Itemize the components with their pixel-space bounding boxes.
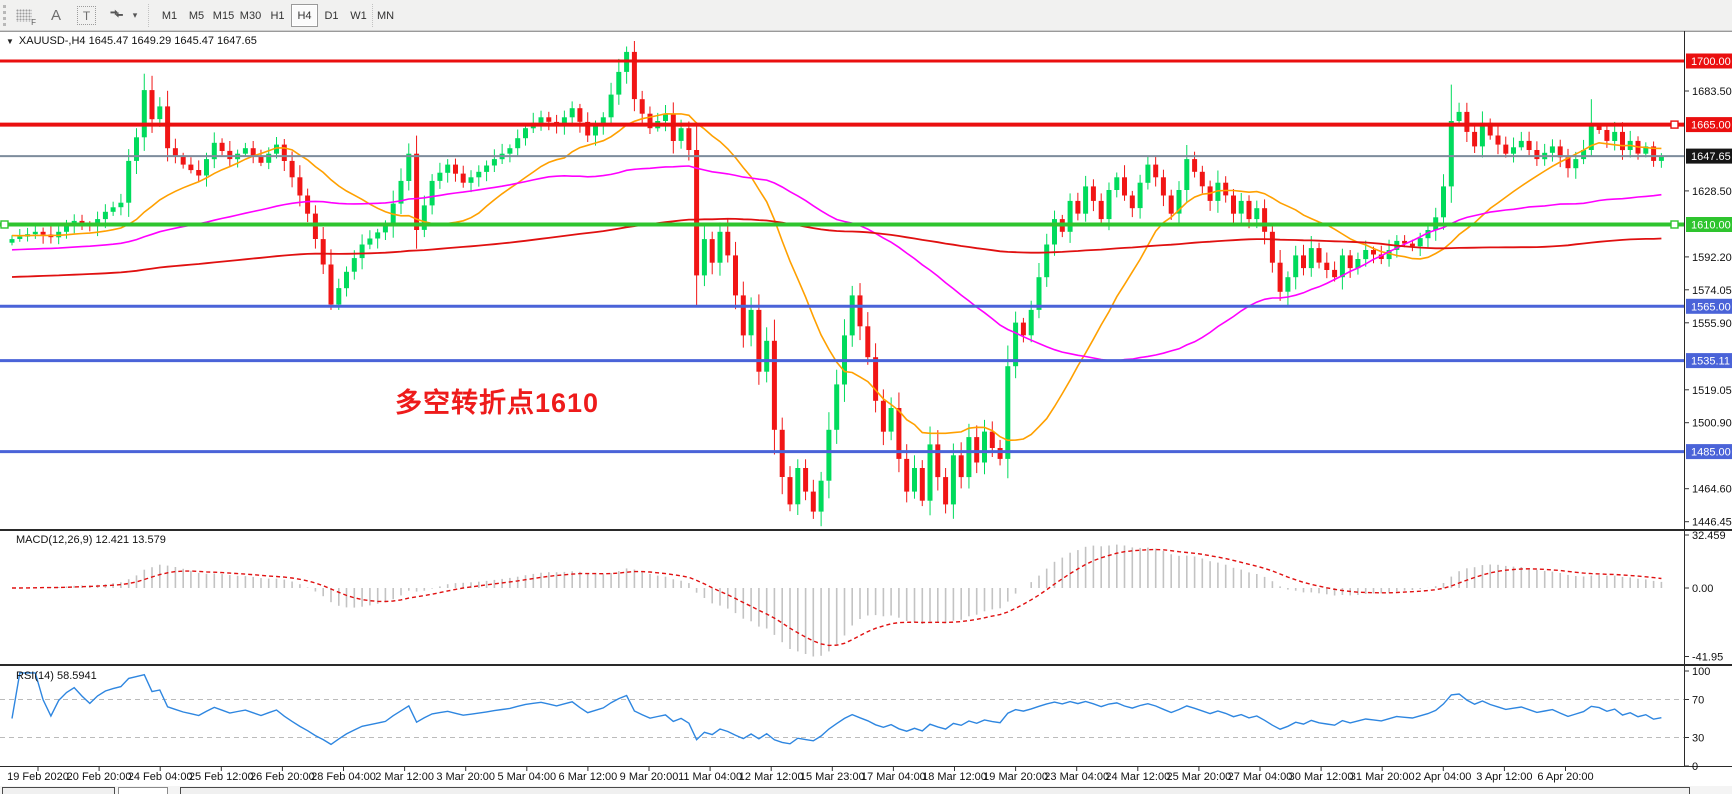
svg-text:1592.20: 1592.20 — [1692, 252, 1732, 264]
price-scale: 1683.50 1628.50 1592.20 1574.05 1555.90 1519.… — [1684, 86, 1732, 529]
svg-text:1519.05: 1519.05 — [1692, 385, 1732, 397]
tf-button-H4[interactable]: H4 — [291, 4, 318, 27]
tf-button-M1[interactable]: M1 — [161, 9, 178, 22]
toolbar-separator — [148, 4, 149, 27]
toolbar: F A T ▾ M1 M5 M15 M30 H1 H4 D1 W1 MN — [0, 0, 1732, 31]
ma-slow-red — [11, 217, 1662, 278]
svg-text:3 Mar 20:00: 3 Mar 20:00 — [436, 771, 495, 783]
macd-histogram — [18, 544, 1663, 657]
svg-text:0: 0 — [1692, 761, 1698, 773]
svg-text:19 Feb 2020: 19 Feb 2020 — [7, 771, 69, 783]
svg-text:1535.11: 1535.11 — [1691, 356, 1730, 368]
svg-text:1565.00: 1565.00 — [1691, 301, 1731, 313]
chart-tab-partial-selected[interactable] — [118, 787, 168, 794]
svg-text:1464.60: 1464.60 — [1692, 484, 1732, 496]
svg-text:100: 100 — [1692, 666, 1710, 678]
svg-text:1683.50: 1683.50 — [1692, 86, 1732, 98]
tf-button-D1[interactable]: D1 — [324, 9, 339, 22]
svg-text:6 Mar 12:00: 6 Mar 12:00 — [559, 771, 618, 783]
svg-text:3 Apr 12:00: 3 Apr 12:00 — [1476, 771, 1532, 783]
cycle-arrows-icon[interactable] — [106, 4, 128, 27]
svg-text:23 Mar 04:00: 23 Mar 04:00 — [1044, 771, 1109, 783]
svg-text:1610.00: 1610.00 — [1691, 220, 1731, 232]
text-label-icon[interactable]: T — [76, 4, 97, 27]
chart-background — [0, 31, 1732, 794]
hline-resistance-1665[interactable] — [0, 120, 1684, 129]
tf-button-M5[interactable]: M5 — [188, 9, 205, 22]
svg-text:17 Mar 04:00: 17 Mar 04:00 — [861, 771, 926, 783]
hline-pivot-1610[interactable] — [0, 220, 1684, 229]
svg-text:18 Mar 12:00: 18 Mar 12:00 — [922, 771, 987, 783]
symbol-dropdown-icon[interactable]: ▼ — [6, 36, 14, 46]
chart-annotation-text[interactable]: 多空转折点1610 — [395, 388, 600, 418]
svg-text:1485.00: 1485.00 — [1691, 447, 1731, 459]
svg-text:70: 70 — [1692, 695, 1704, 707]
chart-area: 1683.50 1628.50 1592.20 1574.05 1555.90 1519.… — [0, 31, 1732, 794]
rsi-indicator-label: RSI(14) 58.5941 — [16, 670, 97, 682]
svg-text:11 Mar 04:00: 11 Mar 04:00 — [678, 771, 742, 783]
svg-text:27 Mar 04:00: 27 Mar 04:00 — [1228, 771, 1293, 783]
svg-text:2 Apr 04:00: 2 Apr 04:00 — [1415, 771, 1471, 783]
svg-text:9 Mar 20:00: 9 Mar 20:00 — [620, 771, 679, 783]
grid-properties-icon[interactable]: F — [12, 4, 36, 27]
grid-icon — [16, 9, 32, 22]
macd-signal-line — [12, 548, 1662, 647]
svg-text:1700.00: 1700.00 — [1691, 56, 1731, 68]
symbol-ohlc-text: XAUUSD-,H4 1645.47 1649.29 1645.47 1647.… — [18, 35, 257, 47]
chart-tab-partial[interactable] — [2, 787, 115, 794]
svg-text:19 Mar 20:00: 19 Mar 20:00 — [983, 771, 1048, 783]
bottom-tab-strip — [0, 786, 1732, 794]
svg-text:20 Feb 20:00: 20 Feb 20:00 — [67, 771, 132, 783]
svg-text:-41.95: -41.95 — [1692, 652, 1723, 664]
tf-button-M30[interactable]: M30 — [239, 9, 262, 22]
panel-borders — [0, 31, 1732, 767]
svg-text:1555.90: 1555.90 — [1692, 318, 1732, 330]
ma-medium-magenta — [11, 165, 1662, 362]
svg-text:25 Feb 12:00: 25 Feb 12:00 — [189, 771, 254, 783]
svg-text:1500.90: 1500.90 — [1692, 418, 1732, 430]
svg-text:12 Mar 12:00: 12 Mar 12:00 — [739, 771, 804, 783]
svg-text:6 Apr 20:00: 6 Apr 20:00 — [1537, 771, 1593, 783]
svg-text:1446.45: 1446.45 — [1692, 517, 1732, 529]
chart-canvas[interactable]: 1683.50 1628.50 1592.20 1574.05 1555.90 1519.… — [0, 31, 1732, 794]
svg-text:30 Mar 12:00: 30 Mar 12:00 — [1289, 771, 1354, 783]
tf-button-MN[interactable]: MN — [376, 9, 395, 22]
svg-text:1647.65: 1647.65 — [1691, 151, 1731, 163]
chevron-down-icon[interactable]: ▾ — [132, 10, 138, 20]
tf-button-W1[interactable]: W1 — [350, 9, 367, 22]
svg-text:31 Mar 20:00: 31 Mar 20:00 — [1350, 771, 1415, 783]
indicator-scales: 32.459 0.00 -41.95 100 70 30 0 — [1684, 530, 1726, 773]
svg-text:0.00: 0.00 — [1692, 583, 1713, 595]
svg-text:24 Mar 12:00: 24 Mar 12:00 — [1105, 771, 1170, 783]
svg-text:5 Mar 04:00: 5 Mar 04:00 — [497, 771, 556, 783]
svg-text:32.459: 32.459 — [1692, 530, 1726, 542]
svg-text:24 Feb 04:00: 24 Feb 04:00 — [128, 771, 193, 783]
grid-icon-f-label: F — [31, 18, 36, 27]
svg-text:30: 30 — [1692, 733, 1704, 745]
chart-tab-partial[interactable] — [180, 787, 1690, 794]
text-annotation-icon[interactable]: A — [50, 7, 61, 24]
price-badges: 1700.00 1665.00 1647.65 1610.00 1565.00 1535.… — [1686, 53, 1732, 460]
rsi-line — [11, 672, 1662, 746]
timeframe-buttons: M1 M5 M15 M30 H1 H4 D1 W1 MN — [156, 4, 399, 27]
svg-text:2 Mar 12:00: 2 Mar 12:00 — [375, 771, 434, 783]
toolbar-separator — [372, 4, 373, 27]
text-label-box: T — [77, 6, 96, 25]
svg-text:1628.50: 1628.50 — [1692, 186, 1732, 198]
svg-text:1665.00: 1665.00 — [1691, 120, 1731, 132]
toolbar-drag-handle[interactable] — [3, 5, 7, 26]
svg-text:15 Mar 23:00: 15 Mar 23:00 — [800, 771, 865, 783]
chart-symbol-label: ▼ XAUUSD-,H4 1645.47 1649.29 1645.47 164… — [6, 35, 257, 47]
tf-button-M15[interactable]: M15 — [212, 9, 235, 22]
tf-button-H1[interactable]: H1 — [270, 9, 285, 22]
svg-text:26 Feb 20:00: 26 Feb 20:00 — [250, 771, 315, 783]
svg-text:28 Feb 04:00: 28 Feb 04:00 — [311, 771, 376, 783]
macd-indicator-label: MACD(12,26,9) 12.421 13.579 — [16, 534, 166, 546]
svg-text:1574.05: 1574.05 — [1692, 285, 1732, 297]
svg-text:25 Mar 20:00: 25 Mar 20:00 — [1166, 771, 1231, 783]
